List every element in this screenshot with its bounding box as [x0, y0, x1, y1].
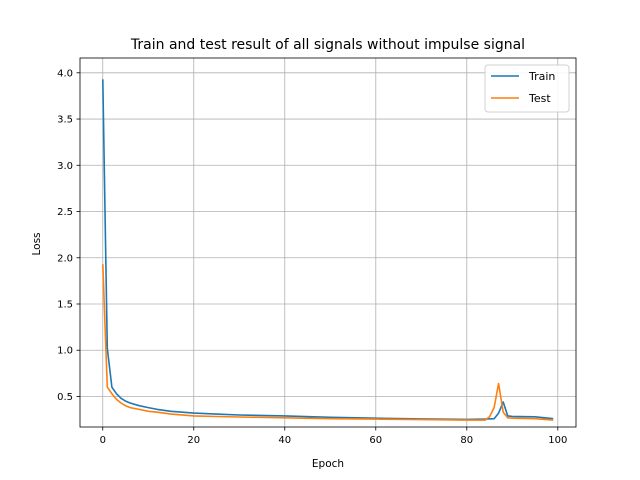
y-tick-label: 1.0 [57, 346, 73, 357]
y-tick-label: 4.0 [57, 68, 73, 79]
y-axis-ticks: 0.5 1.0 1.5 2.0 2.5 3.0 3.5 4.0 [57, 68, 80, 403]
legend-train-label: Train [528, 70, 555, 83]
series-line-test [102, 264, 554, 421]
y-tick-label: 2.5 [57, 207, 73, 218]
x-tick-label: 80 [460, 435, 473, 446]
y-tick-label: 1.5 [57, 300, 73, 311]
plot-frame [79, 57, 577, 428]
y-axis-label: Loss [31, 232, 43, 255]
x-tick-label: 60 [369, 435, 382, 446]
x-tick-label: 40 [278, 435, 291, 446]
x-axis-ticks: 0 20 40 60 80 100 [100, 427, 567, 446]
legend-box [484, 64, 570, 113]
x-tick-label: 0 [100, 435, 106, 446]
grid [80, 58, 576, 427]
series-lines [102, 79, 554, 421]
x-axis-label: Epoch [312, 458, 344, 470]
y-tick-label: 0.5 [57, 392, 73, 403]
legend: Train Test [484, 64, 570, 113]
x-tick-label: 20 [187, 435, 200, 446]
y-tick-label: 3.5 [57, 115, 73, 126]
y-tick-label: 3.0 [57, 161, 73, 172]
chart-title: Train and test result of all signals wit… [130, 37, 525, 53]
x-tick-label: 100 [548, 435, 567, 446]
y-tick-label: 2.0 [57, 253, 73, 264]
legend-test-label: Test [528, 92, 551, 105]
